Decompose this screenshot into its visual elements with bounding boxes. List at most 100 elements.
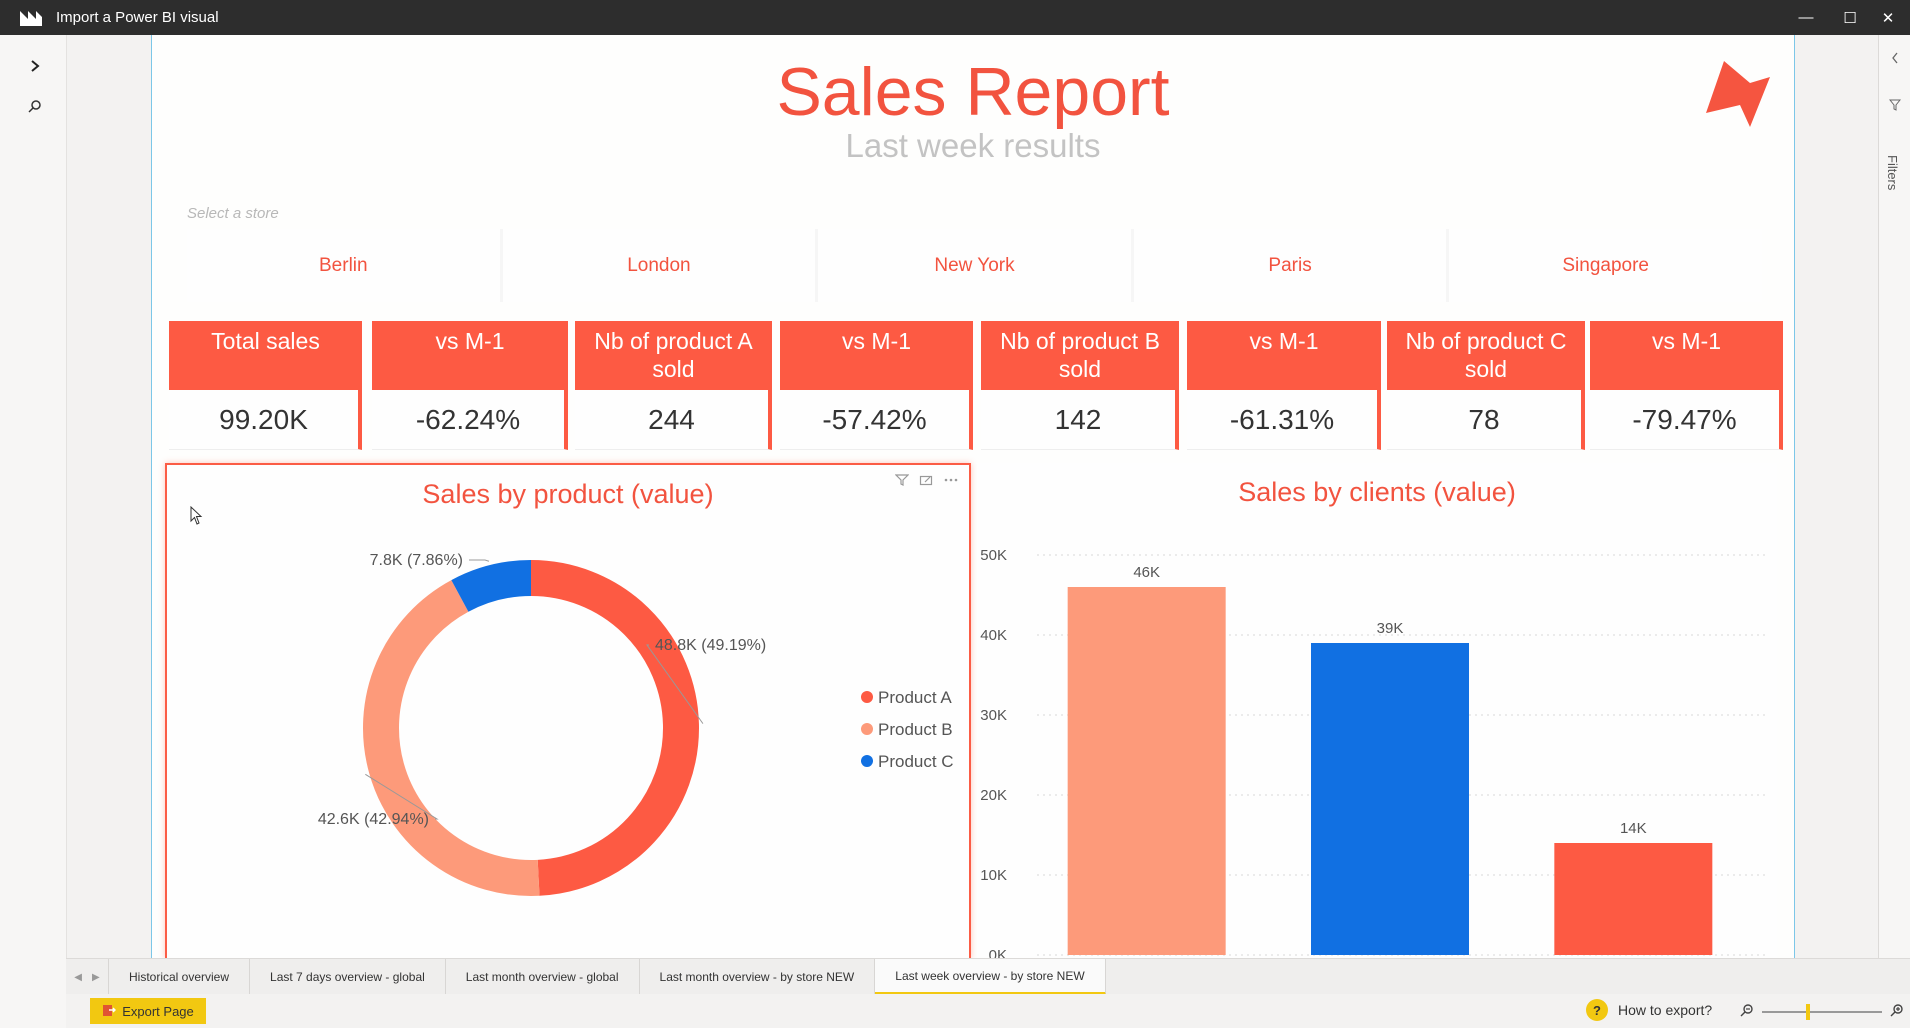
bar-data-label: 14K (1620, 820, 1647, 837)
chart-title: Sales by clients (value) (1238, 477, 1516, 507)
donut-chart-svg: 48.8K (49.19%) 42.6K (42.94%) 7.8K (7.86%)… (318, 552, 954, 896)
filters-pane[interactable]: Filters (1878, 35, 1910, 958)
data-label: 42.6K (42.94%) (318, 811, 429, 828)
donut-slice (363, 580, 540, 896)
tab-last-7-days-global[interactable]: Last 7 days overview - global (250, 959, 446, 995)
kpi-card[interactable]: Nb of product A sold 244 (575, 321, 772, 450)
kpi-label: vs M-1 (780, 321, 973, 390)
report-title: Sales Report (776, 54, 1170, 130)
kpi-value: 244 (575, 390, 772, 450)
window-titlebar: Import a Power BI visual (0, 0, 1910, 35)
legend-item: Product C (878, 752, 954, 771)
zoom-out-icon[interactable] (1740, 1003, 1754, 1020)
kpi-card[interactable]: vs M-1 -62.24% (372, 321, 568, 450)
tab-historical-overview[interactable]: Historical overview (109, 959, 251, 995)
kpi-label: Nb of product C sold (1387, 321, 1585, 390)
more-options-icon[interactable] (943, 473, 959, 490)
visual-header (894, 473, 959, 490)
status-bar: Export Page ? How to export? (66, 994, 1910, 1028)
left-nav (0, 35, 67, 1028)
search-icon[interactable] (22, 93, 48, 119)
mouse-cursor-icon (190, 506, 203, 525)
report-subtitle: Last week results (845, 127, 1101, 164)
tab-last-month-by-store[interactable]: Last month overview - by store NEW (640, 959, 876, 995)
bar (1554, 843, 1713, 955)
kpi-value: 78 (1387, 390, 1585, 450)
store-london[interactable]: London (502, 229, 816, 302)
how-to-export-label: How to export? (1618, 1002, 1713, 1018)
export-icon (102, 1003, 117, 1020)
tab-next-icon[interactable]: ▶ (92, 971, 100, 983)
kpi-card[interactable]: Nb of product B sold 142 (981, 321, 1179, 450)
kpi-card[interactable]: Nb of product C sold 78 (1387, 321, 1585, 450)
chevron-left-icon[interactable] (1888, 51, 1902, 65)
focus-mode-icon[interactable] (919, 473, 933, 490)
donut-slice (451, 560, 532, 613)
kpi-label: vs M-1 (1590, 321, 1783, 390)
leader-line (646, 644, 704, 724)
how-to-export-link[interactable]: ? How to export? (1586, 999, 1712, 1021)
kpi-card[interactable]: Total sales 99.20K (169, 321, 362, 450)
data-label: 7.8K (7.86%) (370, 552, 463, 569)
minimize-button[interactable]: — (1798, 9, 1814, 26)
kpi-value: 142 (981, 390, 1179, 450)
tab-prev-icon[interactable]: ◀ (74, 971, 82, 983)
help-icon: ? (1586, 999, 1608, 1021)
zoom-in-icon[interactable] (1890, 1003, 1904, 1020)
legend-marker (861, 755, 873, 767)
zoom-control (1740, 1003, 1904, 1020)
y-tick-label: 20K (980, 787, 1007, 804)
kpi-card[interactable]: vs M-1 -57.42% (780, 321, 973, 450)
store-berlin[interactable]: Berlin (187, 229, 500, 302)
y-tick-label: 0K (989, 947, 1007, 958)
filter-icon[interactable] (894, 473, 910, 490)
tab-scroll-controls[interactable]: ◀ ▶ (66, 959, 109, 995)
kpi-card[interactable]: vs M-1 -61.31% (1187, 321, 1381, 450)
kpi-label: vs M-1 (1187, 321, 1381, 390)
chevron-right-icon[interactable] (22, 53, 48, 79)
zoom-slider-knob[interactable] (1806, 1003, 1810, 1020)
store-paris[interactable]: Paris (1133, 229, 1447, 302)
filter-icon (1888, 98, 1902, 112)
window-title: Import a Power BI visual (56, 9, 219, 26)
y-tick-label: 30K (980, 707, 1007, 724)
bar (1311, 643, 1469, 955)
export-page-button[interactable]: Export Page (90, 998, 206, 1024)
legend-item: Product B (878, 720, 953, 739)
kpi-label: Nb of product A sold (575, 321, 772, 390)
close-button[interactable]: ✕ (1881, 9, 1895, 27)
donut-slice (530, 560, 699, 896)
y-tick-label: 50K (980, 547, 1007, 564)
bar-chart-svg: 0K10K20K30K40K50K46KClient A39KClient B1… (980, 547, 1767, 958)
y-tick-label: 40K (980, 627, 1007, 644)
tab-last-month-global[interactable]: Last month overview - global (446, 959, 640, 995)
kpi-value: -57.42% (780, 390, 973, 450)
bar (1067, 587, 1226, 955)
leader-line (469, 559, 490, 562)
slicer-placeholder: Select a store (187, 205, 279, 222)
kpi-label: Total sales (169, 321, 362, 390)
maximize-button[interactable]: ☐ (1843, 9, 1857, 27)
brand-bolt-icon (1706, 61, 1770, 127)
store-new-york[interactable]: New York (818, 229, 1131, 302)
filters-label[interactable]: Filters (1885, 155, 1900, 191)
kpi-value: -79.47% (1590, 390, 1783, 450)
report-canvas: Sales Report Last week results Select a … (151, 35, 1795, 959)
bar-data-label: 39K (1377, 620, 1404, 637)
export-page-label: Export Page (122, 1003, 194, 1019)
donut-chart-visual[interactable]: Sales by product (value) 48.8K (49.19%) 4… (165, 463, 971, 959)
zoom-slider[interactable] (1762, 1003, 1882, 1020)
store-singapore[interactable]: Singapore (1449, 229, 1762, 302)
bar-chart-visual[interactable]: Sales by clients (value) 0K 10K 20K 30K 40K 5… (977, 463, 1777, 958)
app-logo-icon (18, 8, 46, 28)
legend-marker (861, 723, 873, 735)
kpi-value: -62.24% (372, 390, 568, 450)
chart-title: Sales by product (value) (422, 479, 714, 509)
legend-marker (861, 691, 873, 703)
y-tick-label: 10K (980, 867, 1007, 884)
store-slicer: Berlin London New York Paris Singapore (187, 229, 1762, 302)
bar-data-label: 46K (1133, 564, 1160, 581)
leader-line (365, 773, 439, 820)
kpi-card[interactable]: vs M-1 -79.47% (1590, 321, 1783, 450)
tab-last-week-by-store[interactable]: Last week overview - by store NEW (875, 959, 1106, 995)
